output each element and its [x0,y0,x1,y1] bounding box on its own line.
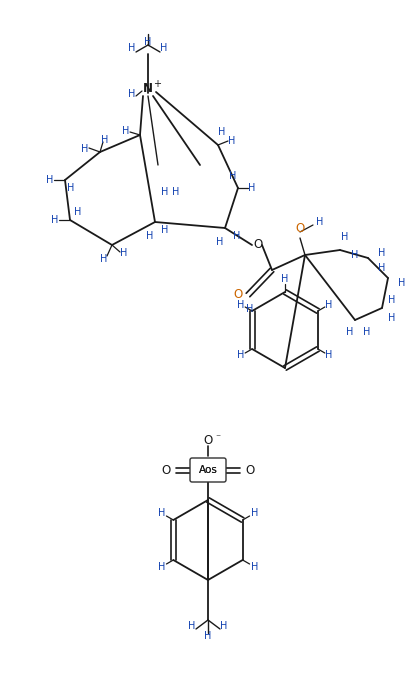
Text: O: O [161,464,171,477]
Text: H: H [220,621,228,631]
Text: O: O [295,222,305,235]
Text: H: H [237,350,245,360]
Text: H: H [188,621,196,631]
Text: H: H [74,207,82,217]
Text: H: H [248,183,256,193]
FancyBboxPatch shape [190,458,226,482]
Text: H: H [204,631,212,641]
Text: +: + [153,79,161,89]
Text: H: H [158,562,165,572]
Text: H: H [216,237,224,247]
Text: ⁻: ⁻ [215,433,220,443]
Text: H: H [161,187,168,197]
Text: H: H [378,248,386,258]
Text: Aos: Aos [198,465,218,475]
Text: H: H [100,254,108,264]
Text: H: H [51,215,59,225]
Text: H: H [251,562,258,572]
Text: Aos: Aos [198,465,218,475]
Text: H: H [144,37,152,47]
Text: O: O [253,239,262,251]
Text: H: H [146,231,154,241]
Text: H: H [160,43,168,53]
Text: H: H [122,126,130,136]
Text: H: H [128,43,136,53]
Text: H: H [363,327,371,337]
Text: H: H [228,136,236,146]
Text: O: O [245,464,255,477]
Text: H: H [158,508,165,518]
Text: H: H [251,508,258,518]
Text: H: H [346,327,354,337]
Text: H: H [102,135,109,145]
Text: H: H [325,350,333,360]
Text: H: H [120,248,128,258]
Text: H: H [229,171,237,181]
Text: H: H [341,232,349,242]
Text: H: H [352,250,359,260]
Text: H: H [237,299,245,310]
Text: H: H [325,299,333,310]
Text: H: H [218,127,226,137]
Text: H: H [46,175,54,185]
Text: H: H [316,217,324,227]
Text: H: H [388,295,396,305]
Text: H: H [81,144,89,154]
Text: O: O [233,289,243,301]
Text: N: N [143,82,153,95]
Text: H: H [67,183,75,193]
Text: H: H [281,274,289,284]
Text: H: H [398,278,406,288]
Text: H: H [172,187,180,197]
Text: H: H [246,304,254,314]
Text: H: H [233,231,241,241]
Text: H: H [128,89,136,99]
Text: H: H [161,225,168,235]
Text: H: H [388,313,396,323]
Text: O: O [203,433,213,447]
Text: H: H [378,263,386,273]
